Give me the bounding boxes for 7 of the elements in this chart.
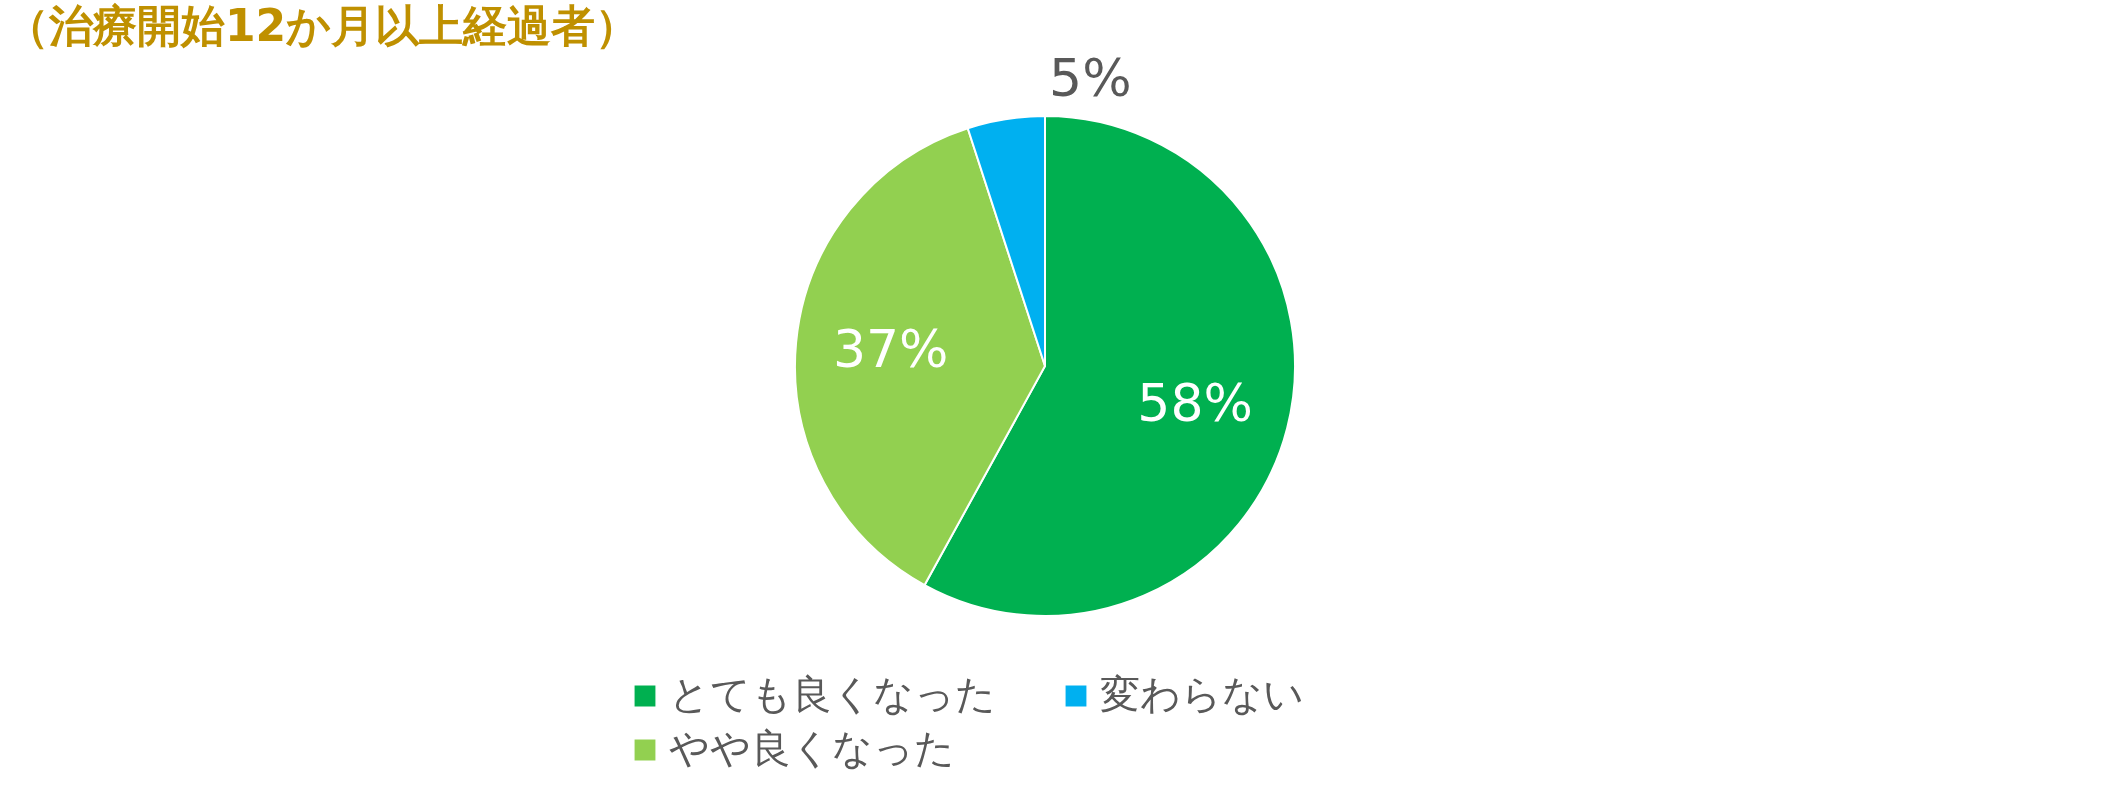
legend-label: とても良くなった <box>669 672 996 716</box>
legend-label: 変わらない <box>1100 672 1304 716</box>
legend-label: やや良くなった <box>669 726 955 770</box>
data-label: 58% <box>1137 372 1253 433</box>
data-label: 5% <box>1049 47 1132 108</box>
data-label: 37% <box>832 319 949 380</box>
chart-title: （治療開始12か月以上経過者） <box>5 0 640 51</box>
